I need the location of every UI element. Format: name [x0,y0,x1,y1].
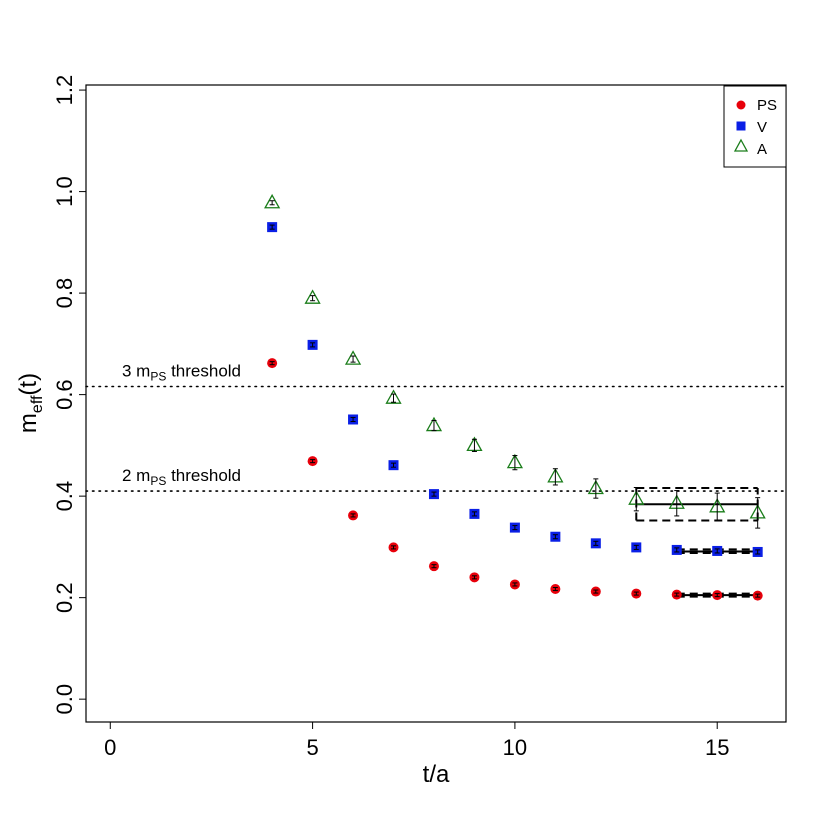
threshold-label-0: 3 mPS threshold [122,361,241,383]
x-tick-label-10: 10 [503,735,527,760]
legend-marker-a [733,138,749,152]
y-tick-label-1: 0.2 [52,582,77,613]
y-tick-label-4: 0.8 [52,278,77,309]
a-point-7 [385,389,402,404]
plot-frame [85,84,787,723]
threshold-label-1: 2 mPS threshold [122,466,241,488]
legend-label-v: V [757,119,767,136]
a-point-5 [304,289,321,304]
legend-label-a: A [757,141,767,158]
legend-marker-ps [736,100,746,110]
y-tick-label-3: 0.6 [52,379,77,410]
y-tick-label-5: 1.0 [52,176,77,207]
y-axis-title-sub: eff [29,395,46,413]
legend: PS V A [723,85,787,168]
y-axis-title-tail: (t) [15,373,42,396]
legend-box [723,85,787,168]
x-axis: 0 5 10 15 [104,722,729,760]
a-point-6 [344,350,362,365]
x-tick-label-5: 5 [306,735,318,760]
y-axis: 0.0 0.2 0.4 0.6 0.8 1.0 1.2 [52,75,86,715]
y-tick-label-2: 0.4 [52,481,77,512]
y-axis-title-main: m [15,413,42,433]
y-axis-title: meff(t) [15,373,46,433]
x-tick-label-0: 0 [104,735,116,760]
threshold-lines: 3 mPS threshold 2 mPS threshold [85,361,787,492]
legend-label-ps: PS [757,97,777,114]
x-axis-title: t/a [423,761,450,788]
a-point-4 [264,193,281,209]
y-tick-label-6: 1.2 [52,75,77,106]
x-tick-label-15: 15 [705,735,729,760]
data-points [264,193,766,601]
legend-marker-v [736,121,746,131]
y-tick-label-0: 0.0 [52,684,77,715]
